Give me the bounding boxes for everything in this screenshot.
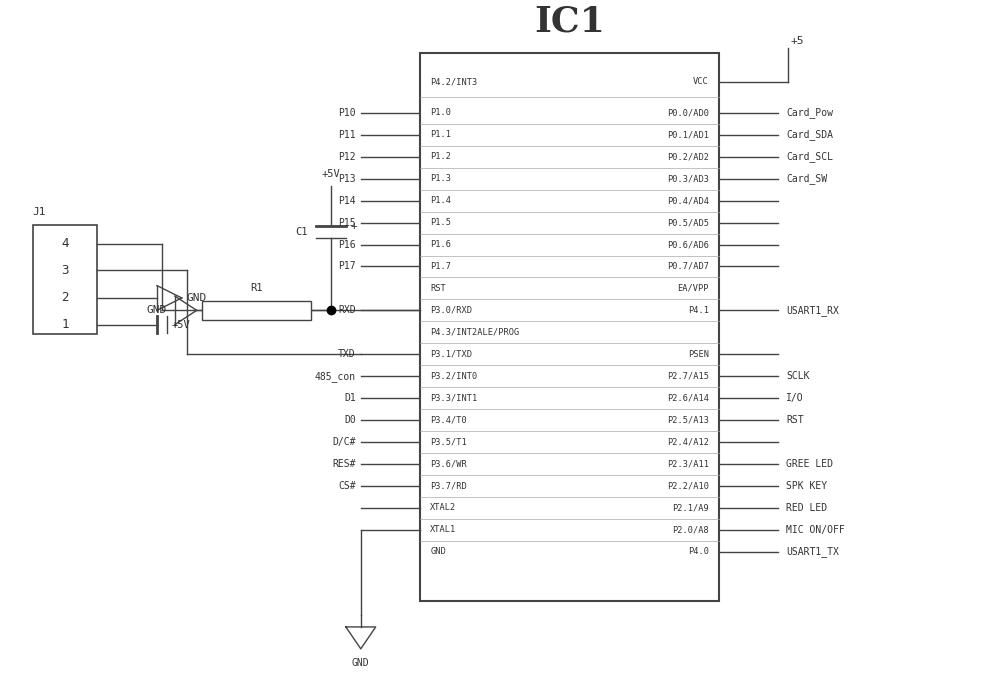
Text: EA/VPP: EA/VPP: [677, 284, 709, 293]
Text: MIC ON/OFF: MIC ON/OFF: [786, 525, 845, 535]
Text: +5: +5: [790, 36, 804, 47]
Text: +: +: [351, 221, 358, 232]
Text: XTAL2: XTAL2: [430, 503, 457, 512]
Text: P1.1: P1.1: [430, 130, 451, 140]
Text: P0.1/AD1: P0.1/AD1: [667, 130, 709, 140]
Text: P4.2/INT3: P4.2/INT3: [430, 77, 478, 86]
Text: +5V: +5V: [322, 169, 340, 179]
Text: P2.7/A15: P2.7/A15: [667, 372, 709, 381]
Text: P1.0: P1.0: [430, 108, 451, 118]
Text: VCC: VCC: [693, 77, 709, 86]
Text: RST: RST: [430, 284, 446, 293]
Text: P2.2/A10: P2.2/A10: [667, 482, 709, 490]
Text: D0: D0: [344, 415, 356, 425]
Text: SCLK: SCLK: [786, 371, 810, 381]
Text: P1.6: P1.6: [430, 240, 451, 249]
Text: P15: P15: [338, 218, 356, 227]
Text: TXD: TXD: [338, 349, 356, 359]
Text: P4.0: P4.0: [688, 547, 709, 556]
Text: XTAL1: XTAL1: [430, 525, 457, 534]
Bar: [33, 225, 97, 334]
Text: P0.2/AD2: P0.2/AD2: [667, 152, 709, 162]
Text: GND: GND: [187, 293, 207, 303]
Text: PSEN: PSEN: [688, 350, 709, 359]
Text: Card_SW: Card_SW: [786, 173, 828, 184]
Text: P2.0/A8: P2.0/A8: [672, 525, 709, 534]
Text: P2.5/A13: P2.5/A13: [667, 416, 709, 425]
Text: P0.0/AD0: P0.0/AD0: [667, 108, 709, 118]
Text: 4: 4: [61, 237, 69, 250]
Text: P4.1: P4.1: [688, 306, 709, 315]
Text: USART1_TX: USART1_TX: [786, 546, 839, 557]
Text: P0.3/AD3: P0.3/AD3: [667, 174, 709, 184]
Text: P12: P12: [338, 152, 356, 162]
Text: 485_con: 485_con: [315, 371, 356, 382]
Text: 3: 3: [61, 264, 69, 277]
Text: J1: J1: [33, 207, 46, 217]
Text: P1.7: P1.7: [430, 262, 451, 271]
Text: 2: 2: [61, 291, 69, 304]
Text: P0.5/AD5: P0.5/AD5: [667, 218, 709, 227]
Text: P3.3/INT1: P3.3/INT1: [430, 394, 478, 403]
Text: P3.4/T0: P3.4/T0: [430, 416, 467, 425]
Text: RES#: RES#: [332, 459, 356, 469]
Text: P1.5: P1.5: [430, 218, 451, 227]
Text: Card_SDA: Card_SDA: [786, 129, 833, 140]
Text: P1.3: P1.3: [430, 174, 451, 184]
Text: IC1: IC1: [534, 5, 605, 38]
Text: GND: GND: [147, 306, 167, 315]
Text: P10: P10: [338, 108, 356, 118]
Text: Card_SCL: Card_SCL: [786, 151, 833, 162]
Text: USART1_RX: USART1_RX: [786, 305, 839, 316]
Text: P1.2: P1.2: [430, 152, 451, 162]
Text: P0.4/AD4: P0.4/AD4: [667, 196, 709, 206]
Text: D/C#: D/C#: [332, 437, 356, 447]
Text: P3.7/RD: P3.7/RD: [430, 482, 467, 490]
Text: +5V: +5V: [172, 320, 191, 329]
Bar: [420, 53, 719, 601]
Text: P3.5/T1: P3.5/T1: [430, 438, 467, 447]
Text: CS#: CS#: [338, 481, 356, 490]
Text: P2.6/A14: P2.6/A14: [667, 394, 709, 403]
Text: P1.4: P1.4: [430, 196, 451, 206]
Text: I/O: I/O: [786, 393, 804, 403]
Text: RST: RST: [786, 415, 804, 425]
Text: GREE LED: GREE LED: [786, 459, 833, 469]
Text: P3.0/RXD: P3.0/RXD: [430, 306, 472, 315]
Text: Card_Pow: Card_Pow: [786, 108, 833, 119]
Text: RXD: RXD: [338, 306, 356, 315]
Text: P3.2/INT0: P3.2/INT0: [430, 372, 478, 381]
Text: D1: D1: [344, 393, 356, 403]
Text: P11: P11: [338, 130, 356, 140]
Text: P0.6/AD6: P0.6/AD6: [667, 240, 709, 249]
Text: P2.4/A12: P2.4/A12: [667, 438, 709, 447]
Text: P2.3/A11: P2.3/A11: [667, 460, 709, 469]
Text: C1: C1: [296, 227, 308, 237]
Bar: [202, 301, 311, 320]
Text: P14: P14: [338, 196, 356, 206]
Text: P3.1/TXD: P3.1/TXD: [430, 350, 472, 359]
Text: P0.7/AD7: P0.7/AD7: [667, 262, 709, 271]
Text: 1: 1: [61, 318, 69, 331]
Text: P4.3/INT2ALE/PROG: P4.3/INT2ALE/PROG: [430, 328, 520, 337]
Text: R1: R1: [250, 283, 263, 293]
Text: RED LED: RED LED: [786, 503, 828, 513]
Text: GND: GND: [352, 658, 370, 669]
Text: GND: GND: [430, 547, 446, 556]
Text: P3.6/WR: P3.6/WR: [430, 460, 467, 469]
Text: P16: P16: [338, 240, 356, 249]
Text: P13: P13: [338, 174, 356, 184]
Text: P2.1/A9: P2.1/A9: [672, 503, 709, 512]
Text: P17: P17: [338, 262, 356, 271]
Text: SPK KEY: SPK KEY: [786, 481, 828, 490]
